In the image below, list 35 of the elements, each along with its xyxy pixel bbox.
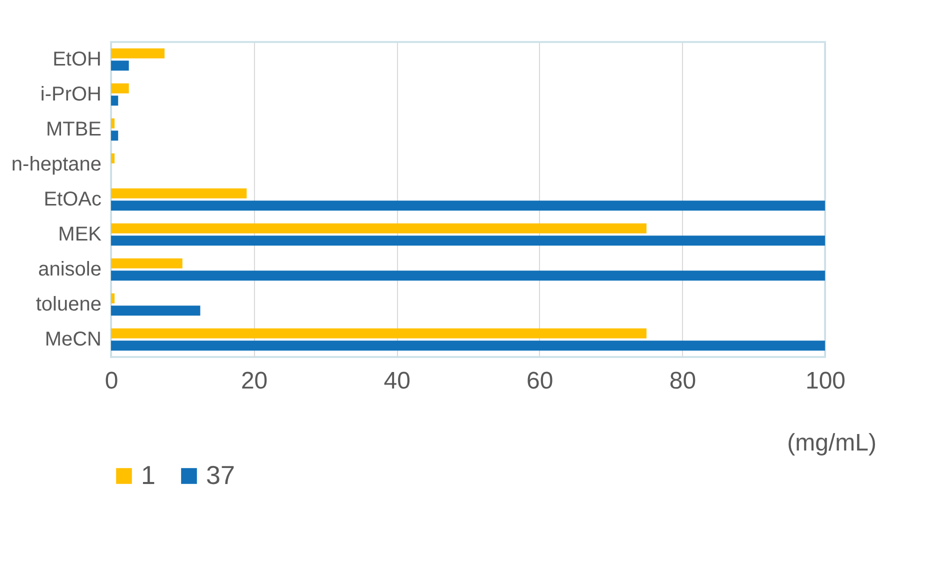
bar bbox=[111, 328, 646, 338]
bar bbox=[111, 270, 825, 281]
y-tick-label: toluene bbox=[36, 294, 102, 316]
y-tick-label: MTBE bbox=[46, 118, 102, 140]
bar bbox=[111, 200, 825, 211]
bar bbox=[111, 258, 182, 268]
bar bbox=[111, 236, 825, 246]
x-tick-label: 0 bbox=[104, 368, 118, 394]
y-tick-label: i-PrOH bbox=[40, 84, 102, 106]
bar bbox=[111, 223, 646, 234]
bar bbox=[111, 153, 115, 164]
x-tick-label: 40 bbox=[384, 368, 410, 394]
bar bbox=[111, 306, 200, 316]
y-tick-label: EtOAc bbox=[44, 188, 102, 210]
legend-label: 37 bbox=[206, 460, 235, 490]
bar bbox=[111, 96, 118, 106]
legend-label: 1 bbox=[141, 460, 156, 490]
y-tick-label: MEK bbox=[58, 224, 102, 246]
y-tick-label: MeCN bbox=[44, 328, 102, 350]
y-tick-label: anisole bbox=[38, 258, 102, 280]
bar bbox=[111, 340, 825, 351]
bar bbox=[111, 188, 247, 198]
y-tick-label: n-heptane bbox=[11, 154, 102, 176]
y-tick-label: EtOH bbox=[52, 48, 102, 70]
bar bbox=[111, 130, 118, 141]
bar bbox=[111, 48, 165, 58]
bar bbox=[111, 60, 129, 71]
x-tick-label: 20 bbox=[240, 368, 268, 394]
x-tick-label: 80 bbox=[669, 368, 696, 394]
x-tick-label: 100 bbox=[805, 368, 846, 394]
x-tick-label: 60 bbox=[526, 368, 554, 394]
bar bbox=[111, 118, 115, 128]
bar bbox=[111, 83, 129, 94]
bar bbox=[111, 293, 115, 304]
x-axis-title: (mg/mL) bbox=[787, 430, 876, 456]
